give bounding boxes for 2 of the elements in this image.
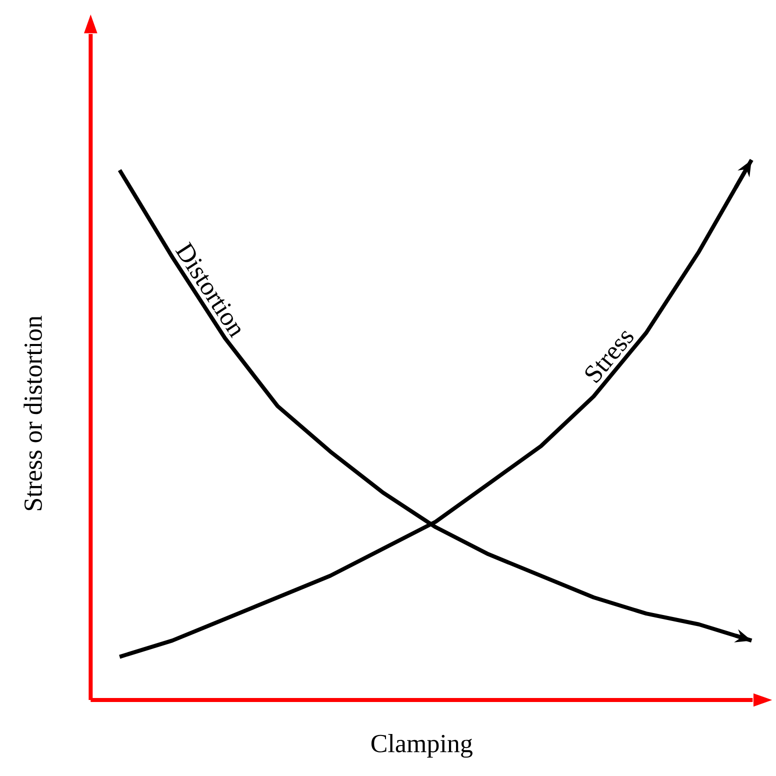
y-axis-title: Stress or distortion [24,316,42,510]
x-axis-title: Clamping [372,734,473,758]
